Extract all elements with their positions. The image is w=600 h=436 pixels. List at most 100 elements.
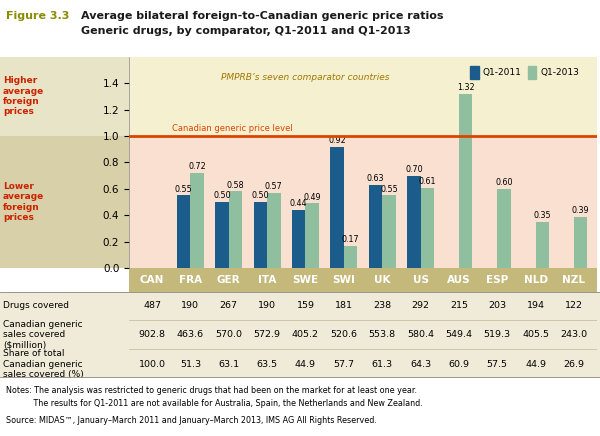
Text: 292: 292 bbox=[412, 301, 430, 310]
Text: 100.0: 100.0 bbox=[139, 360, 166, 369]
Text: 520.6: 520.6 bbox=[331, 330, 358, 339]
Text: ITA: ITA bbox=[258, 275, 276, 285]
Text: Canadian generic price level: Canadian generic price level bbox=[172, 124, 293, 133]
Text: ESP: ESP bbox=[486, 275, 508, 285]
Text: 580.4: 580.4 bbox=[407, 330, 434, 339]
Text: Share of total
Canadian generic
sales covered (%): Share of total Canadian generic sales co… bbox=[3, 350, 84, 379]
Text: 0.63: 0.63 bbox=[367, 174, 384, 183]
Bar bbox=[382, 195, 395, 268]
Text: 553.8: 553.8 bbox=[368, 330, 396, 339]
Text: UK: UK bbox=[374, 275, 391, 285]
Text: Figure 3.3: Figure 3.3 bbox=[6, 11, 70, 21]
Text: 902.8: 902.8 bbox=[139, 330, 166, 339]
Text: CAN: CAN bbox=[140, 275, 164, 285]
Text: 0.49: 0.49 bbox=[304, 193, 321, 202]
Bar bbox=[267, 193, 281, 268]
Text: US: US bbox=[413, 275, 428, 285]
Bar bbox=[369, 185, 382, 268]
Text: 57.5: 57.5 bbox=[487, 360, 508, 369]
Text: 463.6: 463.6 bbox=[177, 330, 204, 339]
Text: 0.55: 0.55 bbox=[175, 185, 193, 194]
Text: 549.4: 549.4 bbox=[445, 330, 472, 339]
Bar bbox=[305, 203, 319, 268]
Text: Generic drugs, by comparator, Q1-2011 and Q1-2013: Generic drugs, by comparator, Q1-2011 an… bbox=[81, 26, 411, 36]
Bar bbox=[344, 245, 357, 268]
Bar bbox=[528, 66, 536, 79]
Text: 203: 203 bbox=[488, 301, 506, 310]
Bar bbox=[574, 217, 587, 268]
Text: 0.60: 0.60 bbox=[495, 178, 513, 187]
Bar bbox=[254, 202, 267, 268]
Text: Average bilateral foreign-to-Canadian generic price ratios: Average bilateral foreign-to-Canadian ge… bbox=[81, 11, 443, 21]
Text: 0.39: 0.39 bbox=[572, 206, 590, 215]
Bar bbox=[470, 66, 479, 79]
Bar bbox=[177, 195, 190, 268]
Bar bbox=[407, 176, 421, 268]
Text: 0.61: 0.61 bbox=[419, 177, 436, 186]
Text: 0.44: 0.44 bbox=[290, 199, 307, 208]
Text: 238: 238 bbox=[373, 301, 391, 310]
Text: 0.50: 0.50 bbox=[213, 191, 231, 201]
Bar bbox=[229, 191, 242, 268]
Text: 0.70: 0.70 bbox=[405, 165, 422, 174]
Text: Source: MIDAS™, January–March 2011 and January–March 2013, IMS AG All Rights Res: Source: MIDAS™, January–March 2011 and J… bbox=[6, 416, 377, 426]
Text: 44.9: 44.9 bbox=[525, 360, 546, 369]
Text: SWE: SWE bbox=[292, 275, 319, 285]
Text: 519.3: 519.3 bbox=[484, 330, 511, 339]
Text: 51.3: 51.3 bbox=[180, 360, 201, 369]
Text: 1.32: 1.32 bbox=[457, 83, 475, 92]
Text: 0.35: 0.35 bbox=[533, 211, 551, 220]
Text: FRA: FRA bbox=[179, 275, 202, 285]
Text: Canadian generic
sales covered
($million): Canadian generic sales covered ($million… bbox=[3, 320, 83, 350]
Text: 122: 122 bbox=[565, 301, 583, 310]
Text: GER: GER bbox=[217, 275, 241, 285]
Text: 215: 215 bbox=[450, 301, 468, 310]
Text: NZL: NZL bbox=[562, 275, 586, 285]
Bar bbox=[459, 94, 472, 268]
Text: 61.3: 61.3 bbox=[371, 360, 393, 369]
Text: Higher
average
foreign
prices: Higher average foreign prices bbox=[3, 76, 44, 116]
Text: 63.1: 63.1 bbox=[218, 360, 239, 369]
Text: AUS: AUS bbox=[447, 275, 471, 285]
Bar bbox=[190, 173, 204, 268]
Text: 0.92: 0.92 bbox=[328, 136, 346, 145]
Text: 0.55: 0.55 bbox=[380, 185, 398, 194]
Text: Lower
average
foreign
prices: Lower average foreign prices bbox=[3, 182, 44, 222]
Text: Drugs covered: Drugs covered bbox=[3, 301, 69, 310]
Bar bbox=[421, 187, 434, 268]
Text: 243.0: 243.0 bbox=[560, 330, 587, 339]
Text: 190: 190 bbox=[181, 301, 199, 310]
Text: 64.3: 64.3 bbox=[410, 360, 431, 369]
Text: 0.50: 0.50 bbox=[251, 191, 269, 201]
Text: 570.0: 570.0 bbox=[215, 330, 242, 339]
Text: 405.5: 405.5 bbox=[522, 330, 549, 339]
Text: 63.5: 63.5 bbox=[257, 360, 278, 369]
Text: 487: 487 bbox=[143, 301, 161, 310]
Text: 44.9: 44.9 bbox=[295, 360, 316, 369]
Text: 181: 181 bbox=[335, 301, 353, 310]
Bar bbox=[215, 202, 229, 268]
Text: PMPRB’s seven comparator countries: PMPRB’s seven comparator countries bbox=[221, 73, 390, 82]
Text: 159: 159 bbox=[296, 301, 314, 310]
Text: 190: 190 bbox=[258, 301, 276, 310]
Text: The results for Q1-2011 are not available for Australia, Spain, the Netherlands : The results for Q1-2011 are not availabl… bbox=[6, 399, 423, 408]
Text: 0.58: 0.58 bbox=[227, 181, 244, 190]
Bar bbox=[331, 146, 344, 268]
Text: 60.9: 60.9 bbox=[448, 360, 469, 369]
Text: NLD: NLD bbox=[524, 275, 548, 285]
Bar bbox=[497, 189, 511, 268]
Text: 0.17: 0.17 bbox=[342, 235, 359, 244]
Text: 405.2: 405.2 bbox=[292, 330, 319, 339]
Text: Q1-2011: Q1-2011 bbox=[482, 68, 521, 77]
Text: Q1-2013: Q1-2013 bbox=[540, 68, 579, 77]
Text: Notes: The analysis was restricted to generic drugs that had been on the market : Notes: The analysis was restricted to ge… bbox=[6, 386, 417, 395]
Text: 267: 267 bbox=[220, 301, 238, 310]
Text: SWI: SWI bbox=[332, 275, 355, 285]
Text: 26.9: 26.9 bbox=[563, 360, 584, 369]
Bar bbox=[292, 210, 305, 268]
Text: 0.57: 0.57 bbox=[265, 182, 283, 191]
Bar bbox=[536, 222, 549, 268]
Text: 572.9: 572.9 bbox=[254, 330, 281, 339]
Text: 0.72: 0.72 bbox=[188, 162, 206, 171]
Text: 194: 194 bbox=[527, 301, 545, 310]
